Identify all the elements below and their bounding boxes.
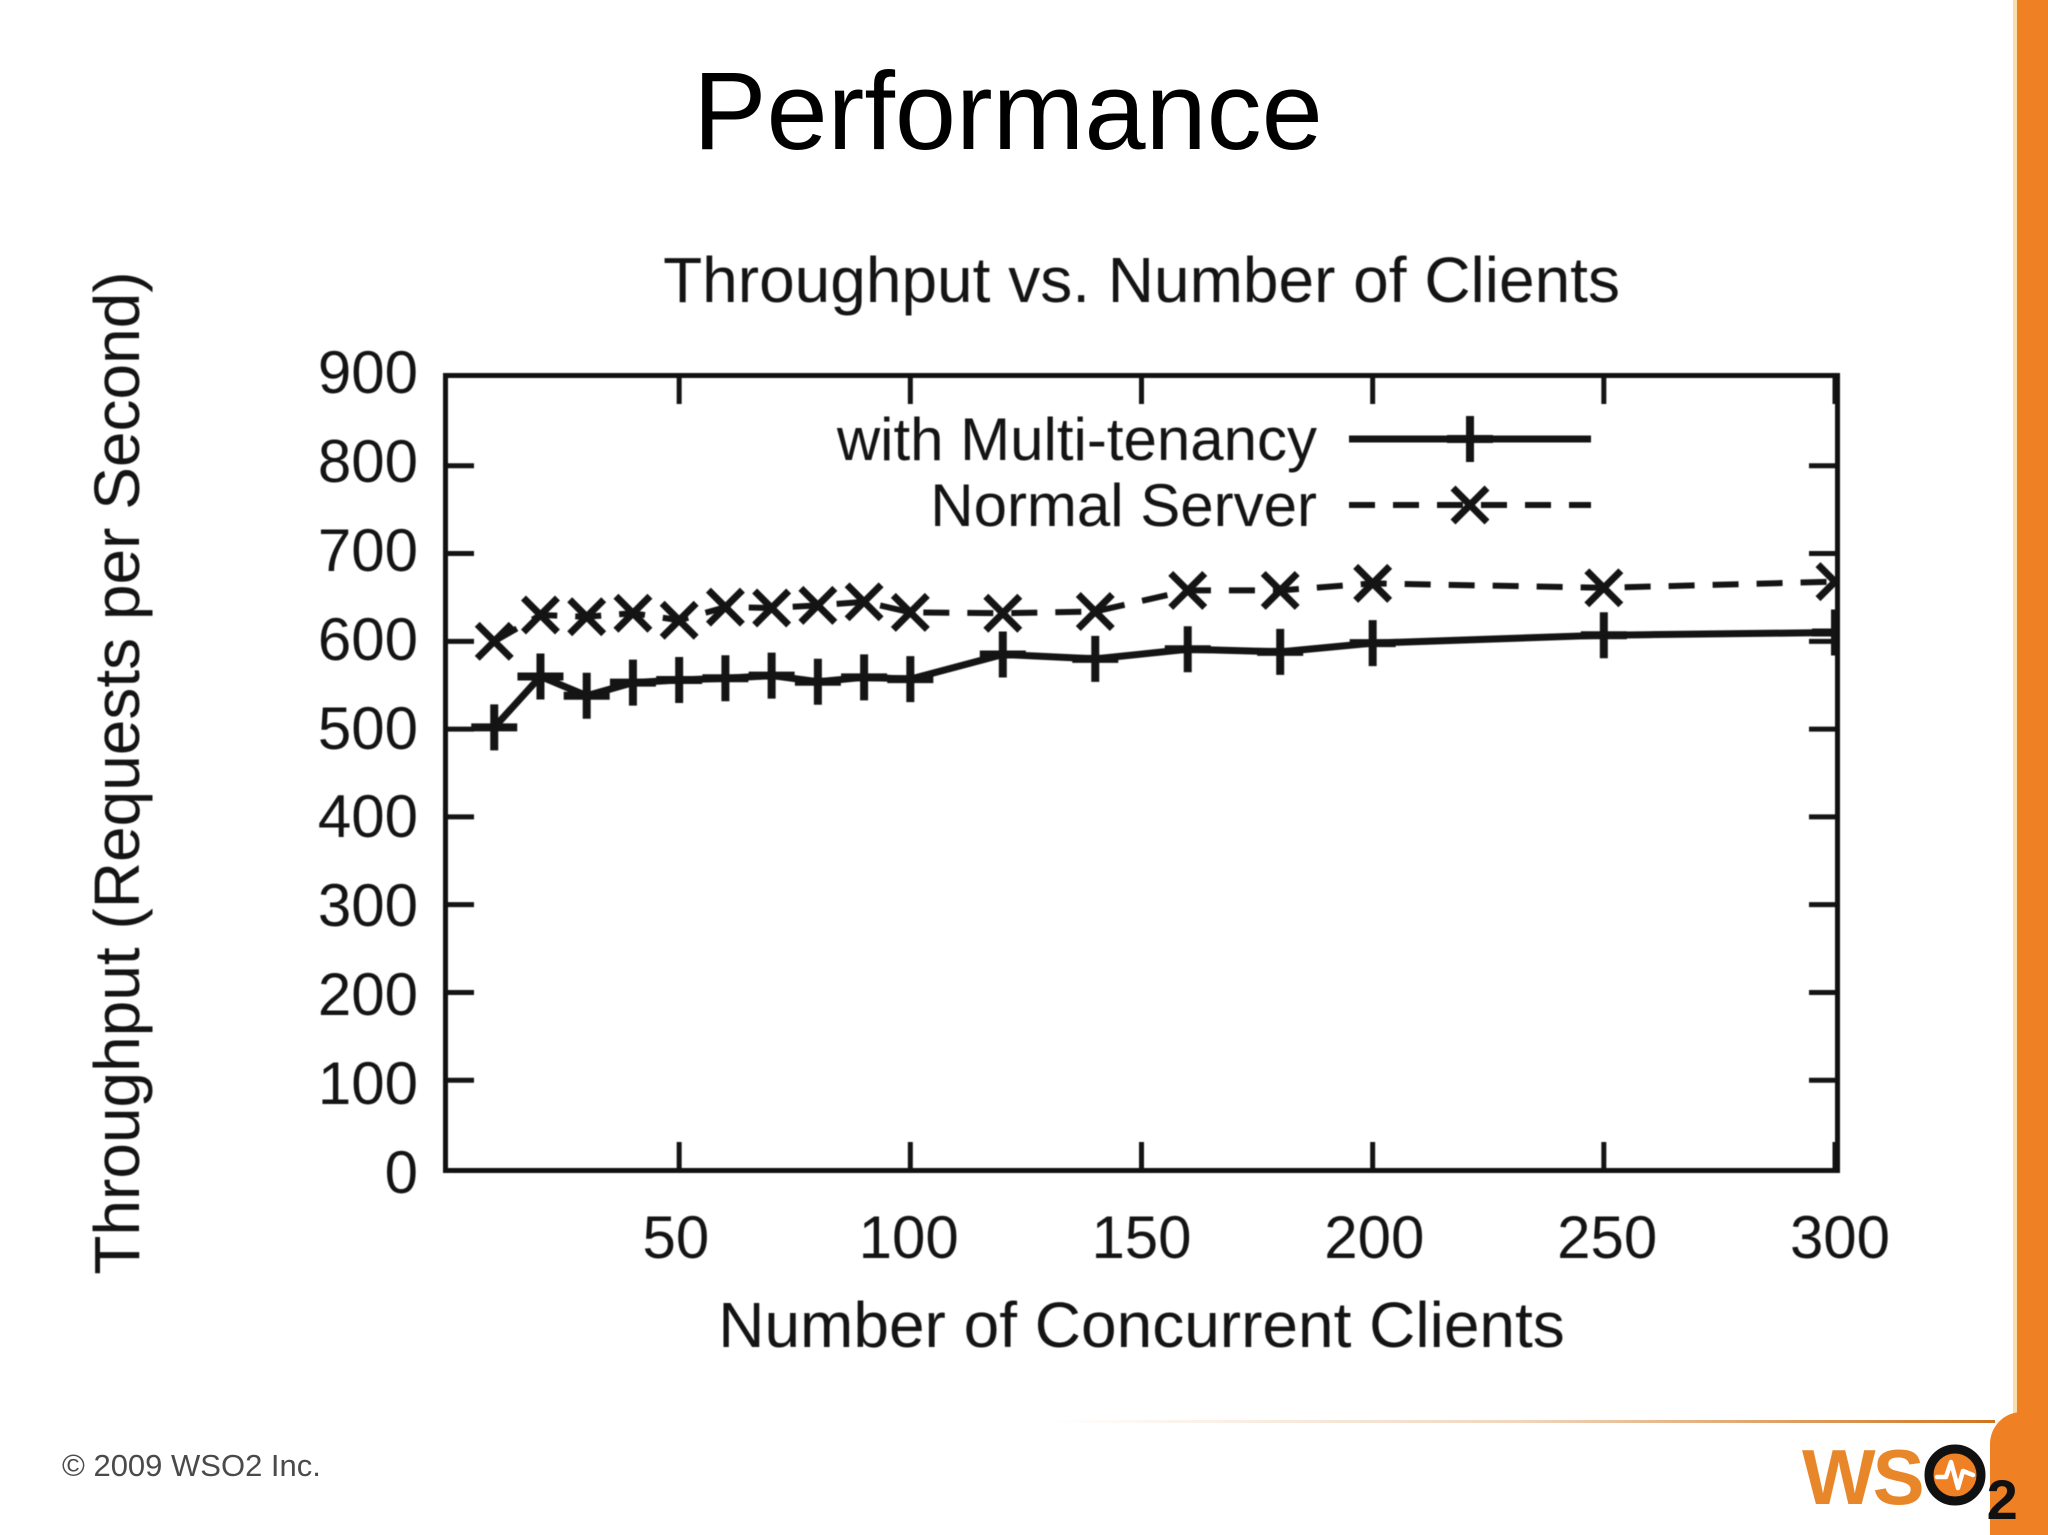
- series-marker-0: [1257, 628, 1304, 675]
- pulse-icon: [1924, 1444, 1986, 1506]
- legend-label: with Multi-tenancy: [836, 405, 1317, 473]
- series-marker-0: [841, 654, 888, 701]
- series-marker-0: [887, 656, 934, 703]
- logo-letters-ws: WS: [1802, 1433, 1925, 1521]
- x-tick-label: 100: [858, 1204, 959, 1271]
- series-marker-0: [1072, 635, 1119, 682]
- legend-label: Normal Server: [930, 471, 1317, 539]
- series-marker-0: [1812, 609, 1835, 656]
- y-tick-label: 500: [317, 694, 418, 762]
- x-tick-label: 150: [1091, 1204, 1192, 1271]
- series-marker-0: [702, 655, 749, 702]
- y-axis-label: Throughput (Requests per Second): [81, 271, 153, 1275]
- series-marker-1: [1260, 570, 1300, 610]
- x-axis-label: Number of Concurrent Clients: [718, 1289, 1565, 1361]
- slide-title: Performance: [693, 50, 1323, 173]
- plot-area: [443, 373, 1840, 1173]
- legend-sample-solid-plus: [1349, 416, 1591, 462]
- y-tick-label: 700: [317, 516, 418, 584]
- series-marker-1: [1584, 568, 1624, 608]
- series-marker-0: [1349, 620, 1396, 667]
- wso2-logo: WS 2: [1802, 1438, 2018, 1528]
- series-marker-0: [609, 659, 656, 706]
- orange-stripe: [2013, 0, 2048, 1535]
- series-marker-0: [656, 656, 703, 703]
- y-tick-label: 600: [317, 605, 418, 673]
- series-marker-0: [563, 672, 610, 719]
- series-marker-1: [705, 587, 745, 627]
- series-marker-1: [890, 592, 930, 632]
- x-tick-label: 200: [1324, 1204, 1425, 1271]
- series-marker-1: [1075, 592, 1115, 631]
- legend-sample-dashed-cross: [1349, 485, 1591, 525]
- series-marker-1: [752, 588, 792, 628]
- series-marker-0: [1164, 626, 1211, 673]
- x-tick-label: 250: [1557, 1204, 1658, 1271]
- series-marker-1: [613, 593, 653, 633]
- series-marker-0: [794, 658, 841, 705]
- series-marker-1: [567, 597, 607, 637]
- series-marker-0: [471, 704, 518, 751]
- series-marker-1: [474, 621, 514, 661]
- series-marker-1: [659, 600, 699, 640]
- series-marker-1: [1168, 570, 1208, 610]
- series-marker-0: [979, 631, 1026, 678]
- y-tick-label: 900: [317, 339, 418, 406]
- legend-sample-marker: [1447, 416, 1493, 462]
- series-marker-1: [520, 595, 560, 635]
- logo-subscript-2: 2: [1986, 1468, 2018, 1531]
- y-tick-label: 800: [317, 427, 418, 495]
- series-marker-1: [844, 582, 884, 622]
- series-marker-0: [748, 652, 795, 699]
- y-tick-label: 100: [317, 1050, 418, 1118]
- series-marker-1: [1353, 563, 1393, 603]
- series-marker-1: [798, 585, 838, 625]
- x-tick-label: 300: [1789, 1204, 1891, 1271]
- y-tick-label: 200: [317, 961, 418, 1029]
- chart-title: Throughput vs. Number of Clients: [663, 244, 1620, 316]
- orange-corner-flare: [1990, 1412, 2048, 1535]
- y-tick-label: 0: [384, 1139, 418, 1206]
- y-tick-label: 400: [317, 783, 418, 851]
- x-tick-label: 50: [642, 1204, 710, 1271]
- series-marker-0: [517, 653, 564, 700]
- copyright-text: © 2009 WSO2 Inc.: [62, 1448, 321, 1483]
- series-marker-0: [1580, 612, 1627, 659]
- legend-item-normal-server: Normal Server: [930, 471, 1595, 539]
- series-marker-1: [1815, 562, 1835, 602]
- footer-divider-line: [1050, 1420, 1995, 1423]
- legend-item-multi-tenancy: with Multi-tenancy: [836, 405, 1595, 473]
- legend-sample-marker: [1450, 485, 1490, 525]
- plot-canvas: [448, 378, 1835, 1168]
- y-tick-label: 300: [317, 872, 418, 940]
- chart-legend: with Multi-tenancy Normal Server: [445, 405, 1595, 539]
- series-marker-1: [983, 593, 1023, 633]
